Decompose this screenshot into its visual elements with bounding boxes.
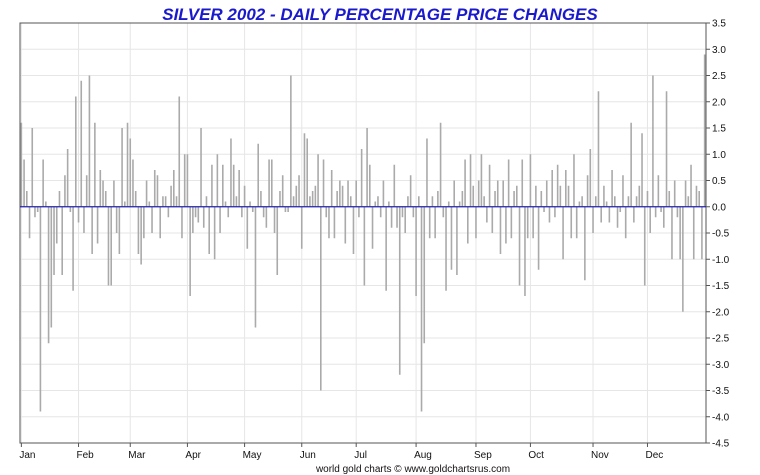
x-tick-label: Sep [474,450,492,461]
y-tick-label: -3.5 [712,386,730,397]
y-tick-label: -1.0 [712,255,730,266]
y-tick-label: -3.0 [712,360,730,371]
x-tick-label: Feb [77,450,95,461]
y-tick-label: -2.0 [712,307,730,318]
y-tick-label: -4.5 [712,439,730,450]
y-tick-label: 1.5 [712,124,726,135]
x-tick-label: Jan [19,450,35,461]
y-tick-label: 2.0 [712,97,726,108]
x-tick-label: Jun [300,450,316,461]
y-tick-label: -1.5 [712,281,730,292]
x-tick-label: May [243,450,262,461]
x-axis: Jan Feb Mar Apr May Jun Jul Aug Sep Oct Nov Dec [19,443,663,461]
x-tick-label: Jul [354,450,367,461]
grid [20,22,706,444]
x-tick-label: Aug [414,450,432,461]
x-tick-label: Oct [528,450,544,461]
bars [20,54,706,412]
x-tick-label: Apr [185,450,201,461]
y-tick-label: -2.5 [712,334,730,345]
y-tick-label: 3.5 [712,19,726,30]
x-tick-label: Nov [591,450,609,461]
y-tick-label: 0.0 [712,202,726,213]
x-tick-label: Dec [645,450,663,461]
footer-credit: world gold charts © www.goldchartsrus.co… [315,464,510,475]
y-tick-label: 1.0 [712,150,726,161]
x-tick-label: Mar [128,450,146,461]
y-axis: 3.5 3.0 2.5 2.0 1.5 1.0 0.5 0.0 -0.5 -1.0 -1.5 -2.0… [706,19,730,450]
y-tick-label: 0.5 [712,176,726,187]
y-tick-label: 2.5 [712,71,726,82]
y-tick-label: -4.0 [712,412,730,423]
chart-title: SILVER 2002 - DAILY PERCENTAGE PRICE CHA… [162,5,598,24]
y-tick-label: -0.5 [712,229,730,240]
y-tick-label: 3.0 [712,45,726,56]
